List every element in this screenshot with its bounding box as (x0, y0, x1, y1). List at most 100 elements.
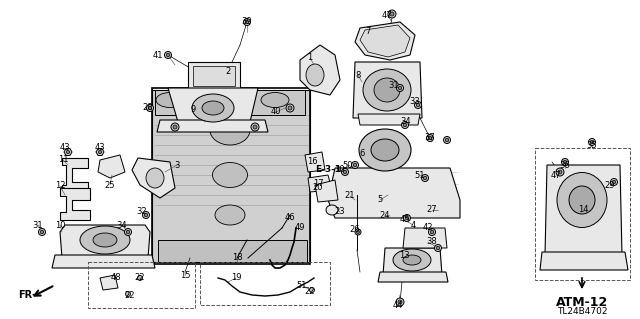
Text: 25: 25 (105, 181, 115, 189)
Polygon shape (545, 165, 622, 255)
Circle shape (611, 179, 618, 186)
Polygon shape (155, 90, 305, 115)
Polygon shape (157, 120, 268, 132)
Text: 35: 35 (587, 140, 597, 150)
Polygon shape (60, 225, 150, 258)
Circle shape (286, 104, 294, 112)
Polygon shape (188, 62, 240, 90)
Circle shape (343, 170, 347, 174)
Text: 31: 31 (33, 220, 44, 229)
Text: 20: 20 (313, 183, 323, 192)
Text: 28: 28 (143, 103, 154, 113)
Text: 31: 31 (388, 80, 399, 90)
Ellipse shape (212, 162, 248, 188)
Ellipse shape (371, 139, 399, 161)
Circle shape (405, 216, 409, 220)
Ellipse shape (403, 255, 421, 265)
Text: 14: 14 (578, 205, 588, 214)
Polygon shape (60, 188, 90, 220)
Text: 46: 46 (285, 213, 295, 222)
Text: 45: 45 (400, 216, 410, 225)
Ellipse shape (359, 129, 411, 171)
Polygon shape (300, 45, 340, 95)
Text: 19: 19 (231, 273, 241, 283)
Text: 41: 41 (153, 50, 163, 60)
Circle shape (99, 150, 102, 154)
Circle shape (147, 105, 154, 112)
Ellipse shape (202, 101, 224, 115)
Circle shape (310, 287, 314, 293)
Polygon shape (168, 88, 258, 122)
Circle shape (426, 135, 433, 142)
Text: 27: 27 (427, 205, 437, 214)
Bar (200, 262, 330, 305)
Polygon shape (403, 228, 447, 248)
Circle shape (143, 211, 150, 219)
Text: 12: 12 (55, 182, 65, 190)
Text: 4: 4 (410, 220, 415, 229)
Circle shape (403, 214, 410, 221)
Text: TL24B4702: TL24B4702 (557, 308, 607, 316)
Text: 37: 37 (424, 133, 435, 143)
Polygon shape (308, 175, 332, 192)
Circle shape (556, 168, 564, 176)
Text: 30: 30 (335, 166, 346, 174)
Circle shape (403, 123, 407, 127)
Circle shape (422, 174, 429, 182)
Text: FR-: FR- (18, 290, 36, 300)
Polygon shape (62, 158, 88, 192)
Circle shape (148, 106, 152, 110)
Circle shape (397, 85, 403, 92)
Text: 34: 34 (116, 220, 127, 229)
Polygon shape (193, 66, 235, 86)
Polygon shape (152, 90, 310, 262)
Circle shape (125, 228, 131, 235)
Text: 51: 51 (297, 280, 307, 290)
Circle shape (166, 53, 170, 57)
Ellipse shape (192, 94, 234, 122)
Circle shape (171, 123, 179, 131)
Circle shape (243, 19, 250, 26)
Text: 51: 51 (415, 170, 425, 180)
Circle shape (355, 229, 361, 235)
Text: E-3-1: E-3-1 (315, 166, 341, 174)
Text: ATM-12: ATM-12 (556, 295, 608, 308)
Circle shape (558, 170, 562, 174)
Text: 47: 47 (381, 11, 392, 19)
Text: 10: 10 (55, 220, 65, 229)
Text: 36: 36 (559, 160, 570, 169)
Ellipse shape (156, 93, 184, 108)
Circle shape (251, 123, 259, 131)
Polygon shape (355, 22, 415, 60)
Ellipse shape (226, 93, 254, 108)
Circle shape (253, 125, 257, 129)
Circle shape (423, 176, 427, 180)
Polygon shape (358, 114, 420, 125)
Ellipse shape (374, 78, 400, 102)
Bar (88, 262, 195, 308)
Ellipse shape (326, 205, 338, 215)
Polygon shape (378, 272, 448, 282)
Circle shape (401, 122, 408, 129)
Polygon shape (383, 248, 442, 275)
Polygon shape (64, 149, 72, 155)
Text: 42: 42 (423, 224, 433, 233)
Circle shape (288, 106, 292, 110)
Polygon shape (305, 152, 325, 172)
Circle shape (589, 138, 595, 145)
Text: 16: 16 (307, 158, 317, 167)
Circle shape (353, 163, 356, 167)
Circle shape (390, 12, 394, 16)
Circle shape (429, 228, 435, 235)
Text: 33: 33 (410, 98, 420, 107)
Text: 22: 22 (125, 291, 135, 300)
Circle shape (164, 51, 172, 58)
Circle shape (444, 137, 451, 144)
Ellipse shape (146, 168, 164, 188)
Polygon shape (158, 240, 307, 262)
Text: 50: 50 (343, 160, 353, 169)
Polygon shape (100, 275, 118, 290)
Circle shape (388, 10, 396, 18)
Polygon shape (540, 252, 628, 270)
Ellipse shape (261, 93, 289, 108)
